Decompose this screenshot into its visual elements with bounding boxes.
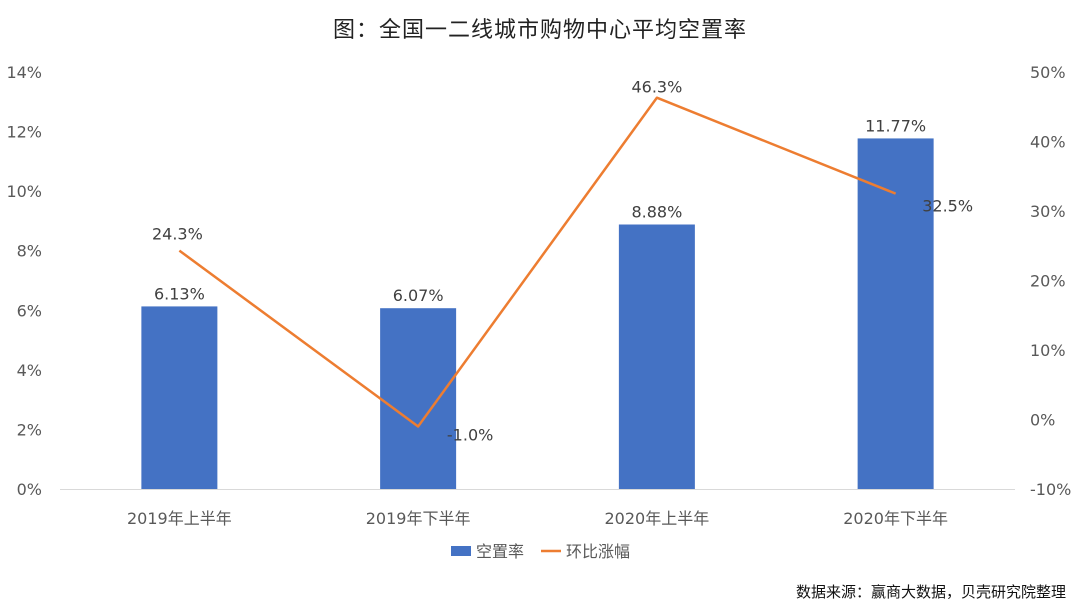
legend-label: 环比涨幅 [566,542,630,561]
left-axis-tick-label: 12% [6,123,42,142]
source-note: 数据来源：赢商大数据，贝壳研究院整理 [795,583,1066,601]
x-axis-tick-label: 2020年下半年 [843,509,948,528]
left-axis-tick-label: 14% [6,63,42,82]
bar-data-label: 11.77% [865,116,926,135]
bar [857,138,934,489]
bar [618,224,695,489]
line-data-label: 24.3% [152,225,203,244]
bar-data-labels: 6.13% 6.07% 8.88% 11.77% [154,116,926,305]
line-data-labels: 24.3% -1.0% 46.3% 32.5% [152,78,973,445]
right-axis-tick-label: 40% [1030,133,1066,152]
line-data-label: 32.5% [922,197,973,216]
left-axis-tick-label: 0% [17,480,42,499]
x-axis-tick-label: 2019年上半年 [127,509,232,528]
legend: 空置率 环比涨幅 [451,542,630,561]
bar [380,308,457,489]
left-axis-tick-label: 8% [17,242,42,261]
right-axis-tick-label: 50% [1030,63,1066,82]
right-axis-tick-label: 10% [1030,341,1066,360]
left-axis-ticks: 0% 2% 4% 6% 8% 10% 12% 14% [6,63,42,499]
right-axis-tick-label: 30% [1030,202,1066,221]
x-axis-tick-label: 2019年下半年 [366,509,471,528]
chart-title: 图：全国一二线城市购物中心平均空置率 [332,18,747,43]
bar [141,306,218,489]
bar-series [141,138,934,489]
right-axis-tick-label: 0% [1030,411,1055,430]
line-data-label: -1.0% [447,425,493,444]
bar-data-label: 6.07% [393,286,444,305]
bar-data-label: 6.13% [154,284,205,303]
left-axis-tick-label: 2% [17,420,42,439]
right-axis-tick-label: 20% [1030,272,1066,291]
legend-swatch-bar [451,546,471,556]
right-axis-tick-label: -10% [1030,480,1071,499]
line-data-label: 46.3% [631,78,682,97]
x-axis-tick-label: 2020年上半年 [605,509,710,528]
line-series [178,96,897,428]
right-axis-ticks: -10% 0% 10% 20% 30% 40% 50% [1030,63,1071,499]
left-axis-tick-label: 6% [17,301,42,320]
x-axis-ticks: 2019年上半年 2019年下半年 2020年上半年 2020年下半年 [127,509,948,528]
series-line [178,96,897,428]
left-axis-tick-label: 10% [6,182,42,201]
left-axis-tick-label: 4% [17,361,42,380]
legend-label: 空置率 [476,542,524,561]
bar-data-label: 8.88% [631,203,682,222]
